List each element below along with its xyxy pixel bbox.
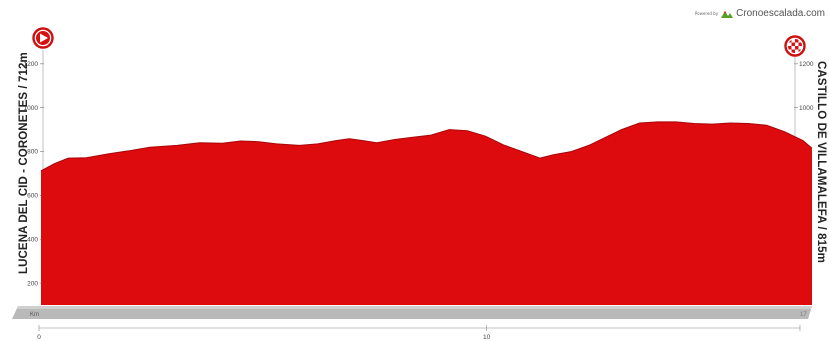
y-tick-label-left: 800: [27, 149, 38, 156]
distance-axis: 0 10: [37, 325, 801, 341]
y-tick-label-left: 600: [27, 193, 38, 200]
checkered-flag-icon: [784, 35, 806, 57]
km-end-label: 17: [800, 312, 807, 318]
start-location-label: LUCENA DEL CID - CORONETES / 712m: [18, 52, 30, 274]
brand-name[interactable]: Cronoescalada.com: [736, 8, 825, 19]
x-tick-label: 0: [37, 334, 41, 341]
play-marker-icon: [32, 27, 54, 49]
mountain-logo-icon: [721, 10, 734, 18]
y-tick-label-right: 1000: [799, 105, 814, 112]
distance-base-strip: [12, 306, 812, 319]
finish-location-label: CASTILLO DE VILLAMALEFA / 815m: [815, 61, 827, 263]
y-tick-label-left: 1200: [24, 61, 39, 68]
km-axis-label: Km: [30, 312, 39, 318]
y-tick-label-left: 1000: [24, 105, 39, 112]
elevation-edge-line: [40, 121, 813, 172]
y-tick-label-right: 1200: [799, 61, 814, 68]
x-tick-label: 10: [483, 334, 491, 341]
powered-by-text: Powered by: [694, 11, 719, 16]
y-tick-label-left: 200: [27, 280, 38, 287]
elevation-area: [41, 121, 812, 306]
y-tick-label-left: 400: [27, 236, 38, 243]
branding: Powered by Cronoescalada.com: [695, 8, 825, 19]
